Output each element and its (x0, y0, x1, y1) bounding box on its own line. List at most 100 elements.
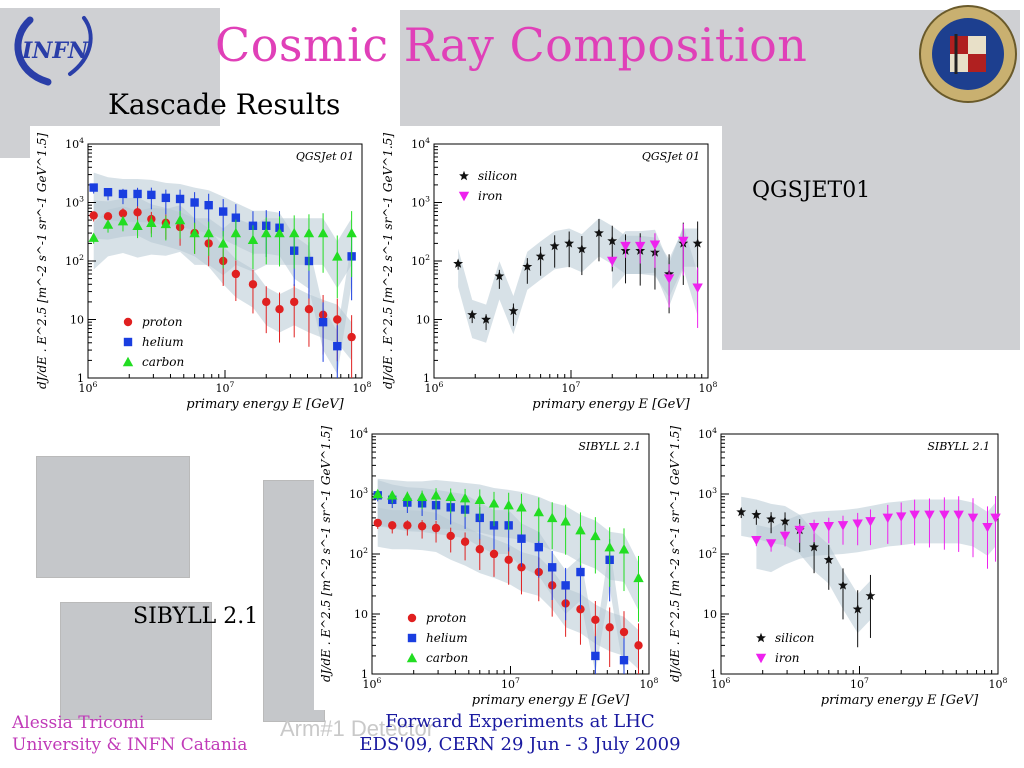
data-point-iron (909, 510, 920, 521)
data-point-carbon (430, 490, 442, 500)
x-tick-label: 107 (562, 380, 581, 395)
legend-label-helium: helium (426, 631, 468, 645)
data-point-carbon (261, 227, 272, 238)
data-point-helium (591, 651, 600, 661)
y-tick-label: 1 (423, 372, 430, 385)
data-point-carbon (560, 516, 571, 526)
data-point-carbon (546, 512, 558, 523)
data-point-proton (431, 523, 441, 533)
legend-label-silicon: silicon (775, 631, 814, 645)
data-point-carbon (516, 502, 527, 512)
data-point-carbon (604, 541, 615, 552)
y-tick-label: 1 (77, 372, 84, 385)
x-tick-label: 108 (640, 676, 659, 691)
data-point-proton (489, 549, 499, 559)
legend-marker-proton (123, 317, 133, 327)
chart-panel-qgsjet: 106 107 108 1 10 102 103 104 primary energy E [G… (30, 126, 722, 414)
data-point-iron (692, 283, 703, 293)
data-point-proton (591, 615, 600, 625)
legend-label-carbon: carbon (426, 651, 468, 665)
chart-sibyll-light: 106 107 108 1 10 102 103 104 primary energy E [G… (319, 426, 659, 708)
data-point-silicon (809, 542, 819, 552)
data-point-carbon (132, 220, 143, 230)
data-point-carbon (533, 506, 544, 517)
data-point-carbon (230, 227, 242, 238)
y-tick-label: 102 (698, 546, 717, 561)
y-tick-label: 10 (70, 314, 84, 327)
data-point-iron (649, 240, 661, 250)
uncertainty-band (377, 478, 639, 611)
data-point-iron (794, 525, 805, 536)
y-axis-label: dJ/dE . E^2.5 [m^-2 s^-1 sr^-1 GeV^1.5] (668, 426, 682, 682)
data-point-carbon (618, 544, 630, 554)
chart-qgsjet-light: 106 107 108 1 10 102 103 104 primary energy E [G… (35, 133, 372, 412)
data-point-iron (635, 241, 646, 252)
data-point-carbon (217, 238, 229, 248)
y-tick-label: 102 (349, 546, 368, 561)
data-point-carbon (633, 572, 644, 583)
data-point-carbon (416, 491, 428, 501)
chart-panel-sibyll: 106 107 108 1 10 102 103 104 primary energy E [G… (314, 416, 1012, 710)
y-tick-label: 103 (411, 195, 430, 210)
data-point-iron (852, 519, 863, 529)
y-tick-label: 102 (65, 253, 84, 268)
slide-title: Cosmic Ray Composition (215, 18, 808, 72)
x-axis-label: primary energy E [GeV] (532, 397, 690, 412)
y-tick-label: 10 (354, 608, 368, 621)
data-point-iron (990, 513, 1001, 524)
y-tick-label: 10 (416, 314, 430, 327)
data-point-iron (751, 535, 762, 546)
uncertainty-band (756, 499, 996, 573)
data-point-silicon (766, 514, 776, 524)
x-tick-label: 106 (712, 676, 731, 691)
data-point-iron (823, 522, 834, 532)
data-point-proton (619, 627, 629, 637)
data-point-carbon (189, 227, 200, 238)
data-point-proton (504, 555, 513, 565)
data-point-proton (275, 304, 284, 314)
x-tick-label: 108 (353, 380, 372, 395)
model-label-sibyll: SIBYLL 2.1 (133, 604, 259, 629)
series-iron (751, 495, 1001, 569)
background-photo-1 (36, 456, 190, 578)
data-point-proton (347, 332, 356, 342)
y-tick-label: 104 (698, 426, 717, 441)
series-iron (607, 223, 703, 328)
x-tick-label: 108 (989, 676, 1008, 691)
infn-logo: INFN (14, 16, 93, 86)
data-point-carbon (146, 217, 157, 227)
data-point-silicon (865, 590, 876, 601)
data-point-silicon (838, 580, 848, 590)
x-tick-label: 107 (216, 380, 235, 395)
legend-label-silicon: silicon (478, 169, 517, 183)
data-point-iron (982, 522, 993, 533)
data-point-proton (446, 531, 455, 541)
background-photo-2 (60, 602, 212, 720)
legend-marker-silicon (459, 170, 469, 181)
series-carbon (88, 210, 357, 299)
data-point-iron (779, 531, 791, 542)
legend-label-carbon: carbon (142, 355, 184, 369)
data-point-carbon (503, 500, 514, 510)
data-point-iron (607, 256, 618, 267)
data-point-iron (895, 512, 907, 522)
data-point-proton (231, 269, 241, 279)
data-point-carbon (346, 227, 357, 238)
data-point-helium (133, 189, 142, 199)
model-label-qgsjet: QGSJET01 (752, 178, 871, 203)
legend-label-iron: iron (478, 189, 503, 203)
data-point-carbon (160, 218, 172, 229)
y-tick-label: 104 (349, 426, 368, 441)
y-tick-label: 102 (411, 253, 430, 268)
data-point-iron (924, 510, 935, 521)
data-point-silicon (494, 271, 505, 281)
data-point-proton (262, 297, 271, 307)
x-tick-label: 107 (850, 676, 869, 691)
y-tick-label: 103 (698, 486, 717, 501)
event-name: Forward Experiments at LHC (385, 711, 655, 732)
x-axis-label: primary energy E [GeV] (821, 693, 979, 708)
chart-title: QGSJet 01 (642, 150, 700, 163)
data-point-carbon (590, 530, 601, 541)
data-point-proton (89, 211, 98, 220)
y-tick-label: 104 (65, 136, 84, 151)
